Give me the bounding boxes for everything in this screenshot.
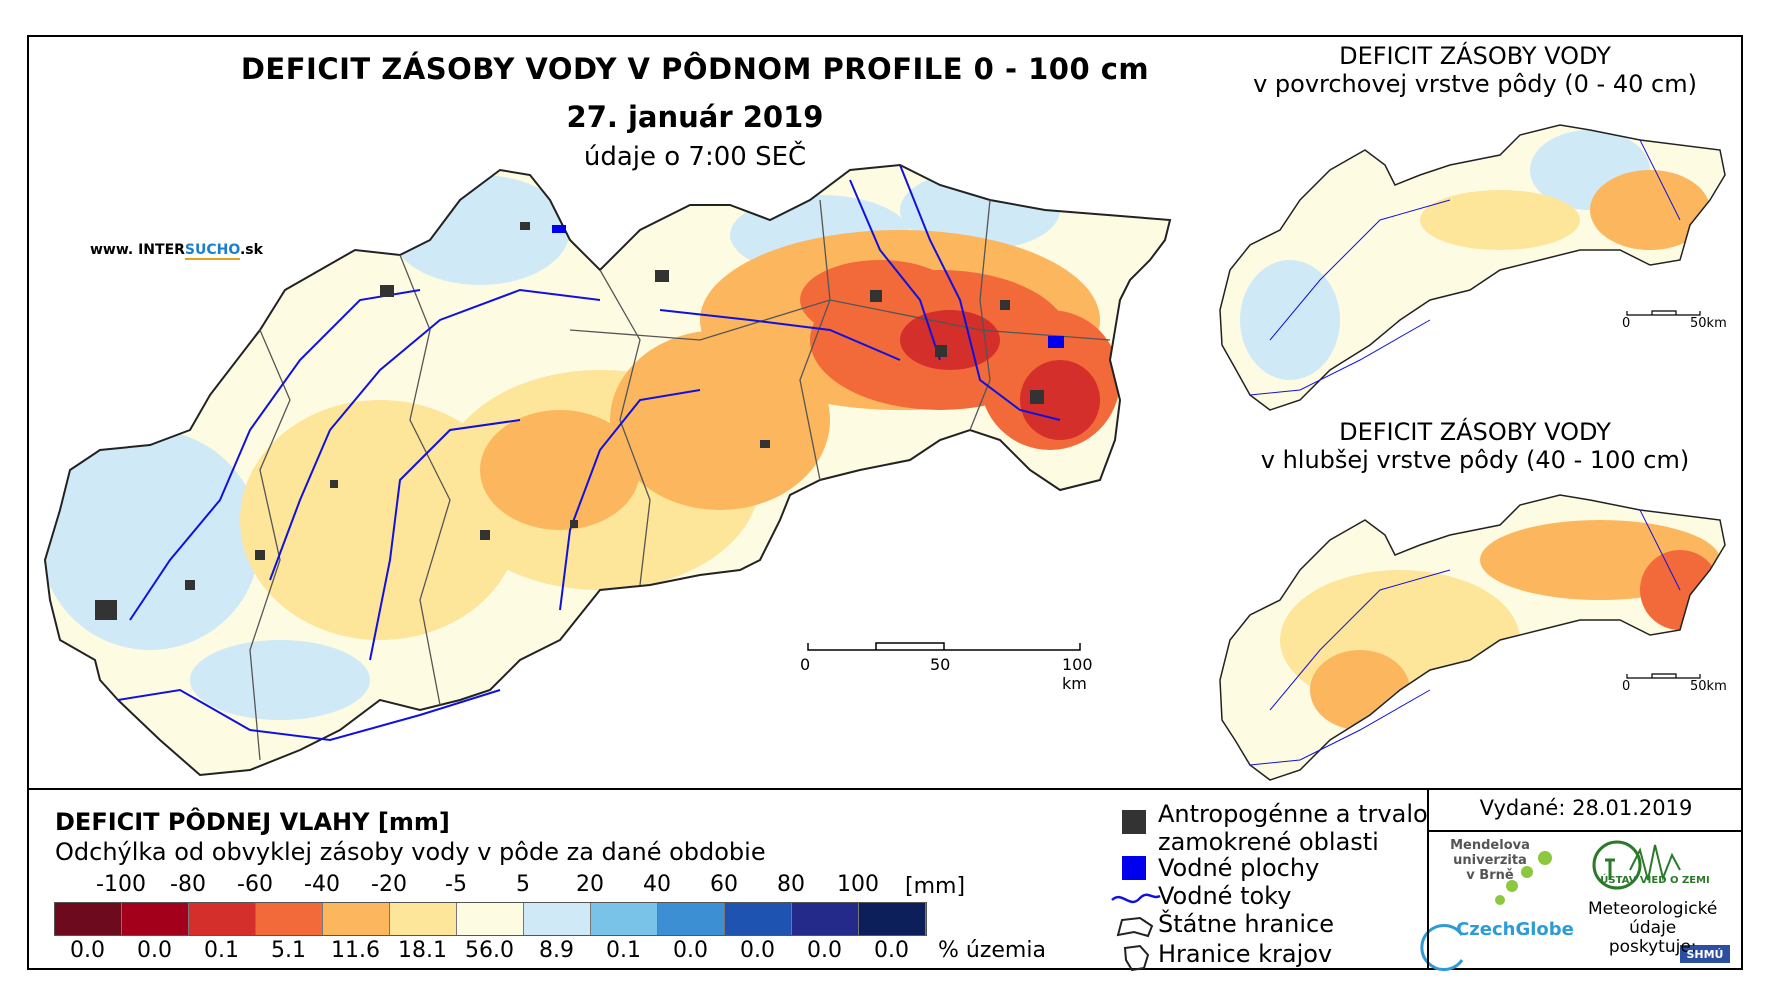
state-border-label: Štátne hranice [1158,910,1334,938]
legend-percentage: 56.0 [465,938,514,963]
czechglobe-logo-text: CzechGlobe [1456,919,1574,940]
inset-top-title: DEFICIT ZÁSOBY VODY v povrchovej vrstve … [1253,42,1697,98]
legend-percentage: 0.0 [673,938,708,963]
uvgz-logo-text: ÚSTAV VIED O ZEMI [1600,875,1710,886]
legend-break-label: 60 [710,872,738,897]
uvgz-logo-ring [1592,840,1642,890]
water-body-symbol [1122,856,1146,880]
legend-break-labels: -100 -80 -60 -40 -20 -5 5 20 40 60 80 100 [54,872,954,902]
legend-percentage: 0.0 [740,938,775,963]
legend-swatch [390,903,457,935]
river-label: Vodné toky [1158,882,1292,910]
river-symbol [1111,893,1161,904]
legend-break-label: -20 [371,872,407,897]
meteo-credit: Meteorologické údaje poskytuje: [1588,899,1718,957]
urban-area-symbol [1122,810,1146,834]
legend-swatch [323,903,390,935]
legend-break-label: -80 [170,872,206,897]
legend-title: DEFICIT PÔDNEJ VLAHY [mm] [55,808,450,836]
legend-swatch [122,903,189,935]
legend-swatch [792,903,859,935]
legend-break-label: 40 [643,872,671,897]
legend-swatch [725,903,792,935]
legend-break-label: -5 [445,872,467,897]
urban-area-label-2: zamokrené oblasti [1158,828,1379,856]
region-border-label: Hranice krajov [1158,940,1333,968]
legend-separator [27,788,1743,790]
legend-percentage: 11.6 [331,938,380,963]
map-date: 27. január 2019 [566,100,824,134]
legend-subtitle: Odchýlka od obvyklej zásoby vody v pôde … [55,838,766,866]
legend-swatch [859,903,926,935]
urban-area-label: Antropogénne a trvalo [1158,800,1428,828]
region-border-symbol [1123,944,1150,972]
legend-break-label: -100 [96,872,146,897]
legend-break-label: 80 [777,872,805,897]
legend-swatch [256,903,323,935]
legend-swatch [524,903,591,935]
inset-bottom-title: DEFICIT ZÁSOBY VODY v hlubšej vrstve pôd… [1260,418,1690,474]
state-border-symbol [1116,916,1154,938]
legend-break-label: 100 [837,872,879,897]
legend-break-label: -40 [304,872,340,897]
shmu-logo-text: SHMÚ [1686,948,1724,961]
legend-percentage: 0.0 [70,938,105,963]
legend-break-label: 5 [516,872,530,897]
legend-percentage: 8.9 [539,938,574,963]
map-title: DEFICIT ZÁSOBY VODY V PÔDNOM PROFILE 0 -… [240,52,1150,86]
legend-swatch [658,903,725,935]
legend-percentage: 0.1 [204,938,239,963]
legend-percentage: 5.1 [271,938,306,963]
issued-divider [1427,830,1743,832]
mendel-dots-logo [1495,851,1552,905]
website-link[interactable]: www. INTERSUCHO.sk [90,242,263,260]
mendel-logo-text: Mendelova univerzita v Brně [1450,838,1530,883]
legend-unit: [mm] [905,874,966,899]
legend-swatch [457,903,524,935]
map-time-note: údaje o 7:00 SEČ [583,142,807,172]
legend-break-label: -60 [237,872,273,897]
legend-break-label: 20 [576,872,604,897]
legend-percentage: 0.1 [606,938,641,963]
legend-percentages: 0.0 0.0 0.1 5.1 11.6 18.1 56.0 8.9 0.1 0.0 0.0 0.0 0… [54,938,954,968]
legend-swatch [591,903,658,935]
legend-percent-unit: % územia [938,938,1046,963]
legend-swatch [55,903,122,935]
issued-date: Vydané: 28.01.2019 [1479,796,1693,820]
legend-color-scale [54,902,927,936]
shmu-logo [1680,945,1730,963]
czechglobe-logo-arc [1420,924,1464,971]
legend-percentage: 0.0 [874,938,909,963]
legend-percentage: 18.1 [398,938,447,963]
water-body-label: Vodné plochy [1158,854,1320,882]
legend-percentage: 0.0 [807,938,842,963]
legend-swatch [189,903,256,935]
footer-divider [1427,790,1429,970]
legend-percentage: 0.0 [137,938,172,963]
